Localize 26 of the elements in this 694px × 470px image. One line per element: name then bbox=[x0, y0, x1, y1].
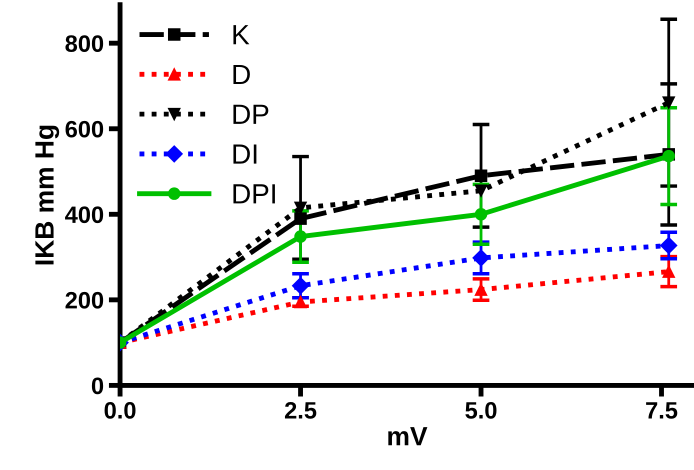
point bbox=[294, 230, 307, 243]
point bbox=[660, 236, 678, 254]
legend-label: K bbox=[233, 25, 250, 44]
y-tick-label: 400 bbox=[65, 206, 104, 224]
x-axis-title: mV bbox=[388, 427, 428, 446]
x-tick-label: 7.5 bbox=[646, 402, 678, 419]
y-tick-label: 800 bbox=[65, 35, 104, 52]
legend-label: DI bbox=[233, 144, 256, 164]
point bbox=[292, 277, 310, 294]
y-tick-label: 0 bbox=[92, 377, 104, 394]
point bbox=[662, 96, 675, 109]
y-tick-label: 200 bbox=[66, 292, 104, 309]
x-tick-label: 0.0 bbox=[104, 402, 136, 419]
y-tick-label: 600 bbox=[66, 120, 104, 138]
x-tick-label: 2.5 bbox=[284, 402, 316, 419]
point bbox=[472, 249, 490, 266]
point bbox=[474, 208, 488, 221]
point bbox=[474, 184, 488, 198]
point bbox=[474, 283, 488, 296]
legend-label: DP bbox=[233, 104, 268, 124]
y-axis-title: IKB mm Hg bbox=[35, 126, 60, 264]
legend-label: DPI bbox=[233, 184, 275, 204]
x-tick-label: 5.0 bbox=[465, 402, 496, 419]
point bbox=[294, 212, 307, 225]
legend-label: D bbox=[233, 64, 250, 84]
point bbox=[474, 170, 488, 182]
